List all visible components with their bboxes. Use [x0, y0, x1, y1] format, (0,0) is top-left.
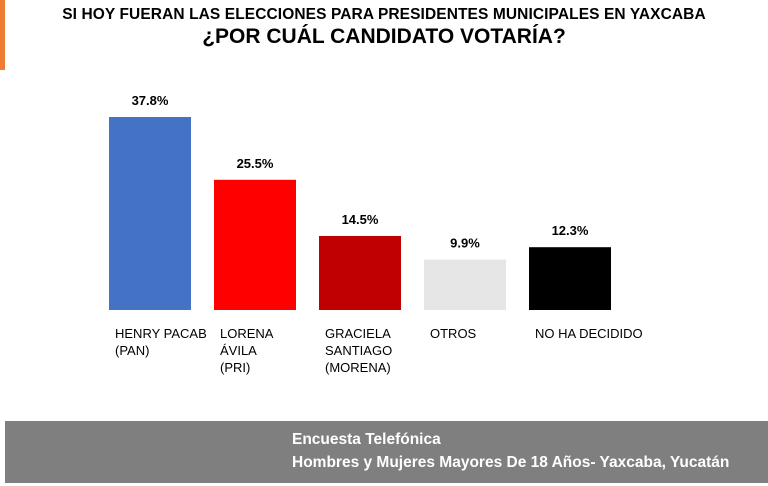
- bar: [424, 259, 506, 310]
- footer-population: Hombres y Mujeres Mayores De 18 Años- Ya…: [292, 454, 730, 471]
- category-label: (PAN): [115, 343, 149, 358]
- chart-subtitle: ¿POR CUÁL CANDIDATO VOTARÍA?: [202, 25, 566, 48]
- bar: [319, 235, 401, 310]
- data-label: 25.5%: [237, 156, 274, 171]
- category-label: SANTIAGO: [325, 343, 392, 358]
- category-label: GRACIELA: [325, 326, 391, 341]
- bar-chart: 37.8% HENRY PACAB (PAN) 25.5% LORENA ÁVILA (PR…: [109, 93, 643, 375]
- category-label: LORENA: [220, 326, 274, 341]
- chart-title: SI HOY FUERAN LAS ELECCIONES PARA PRESID…: [62, 6, 706, 23]
- category-label: NO HA DECIDIDO: [535, 326, 643, 341]
- category-label: OTROS: [430, 326, 477, 341]
- accent-bar: [0, 0, 5, 70]
- category-label: (PRI): [220, 360, 250, 375]
- category-label: (MORENA): [325, 360, 391, 375]
- data-label: 37.8%: [132, 93, 169, 108]
- category-label: HENRY PACAB: [115, 326, 207, 341]
- category-label: ÁVILA: [220, 343, 257, 358]
- data-label: 14.5%: [342, 212, 379, 227]
- footer-survey-type: Encuesta Telefónica: [292, 431, 441, 448]
- bar: [214, 179, 296, 310]
- data-label: 12.3%: [552, 223, 589, 238]
- footer-banner: Encuesta Telefónica Hombres y Mujeres Ma…: [5, 421, 768, 483]
- bar: [109, 117, 191, 310]
- bar: [529, 247, 611, 310]
- data-label: 9.9%: [450, 235, 480, 250]
